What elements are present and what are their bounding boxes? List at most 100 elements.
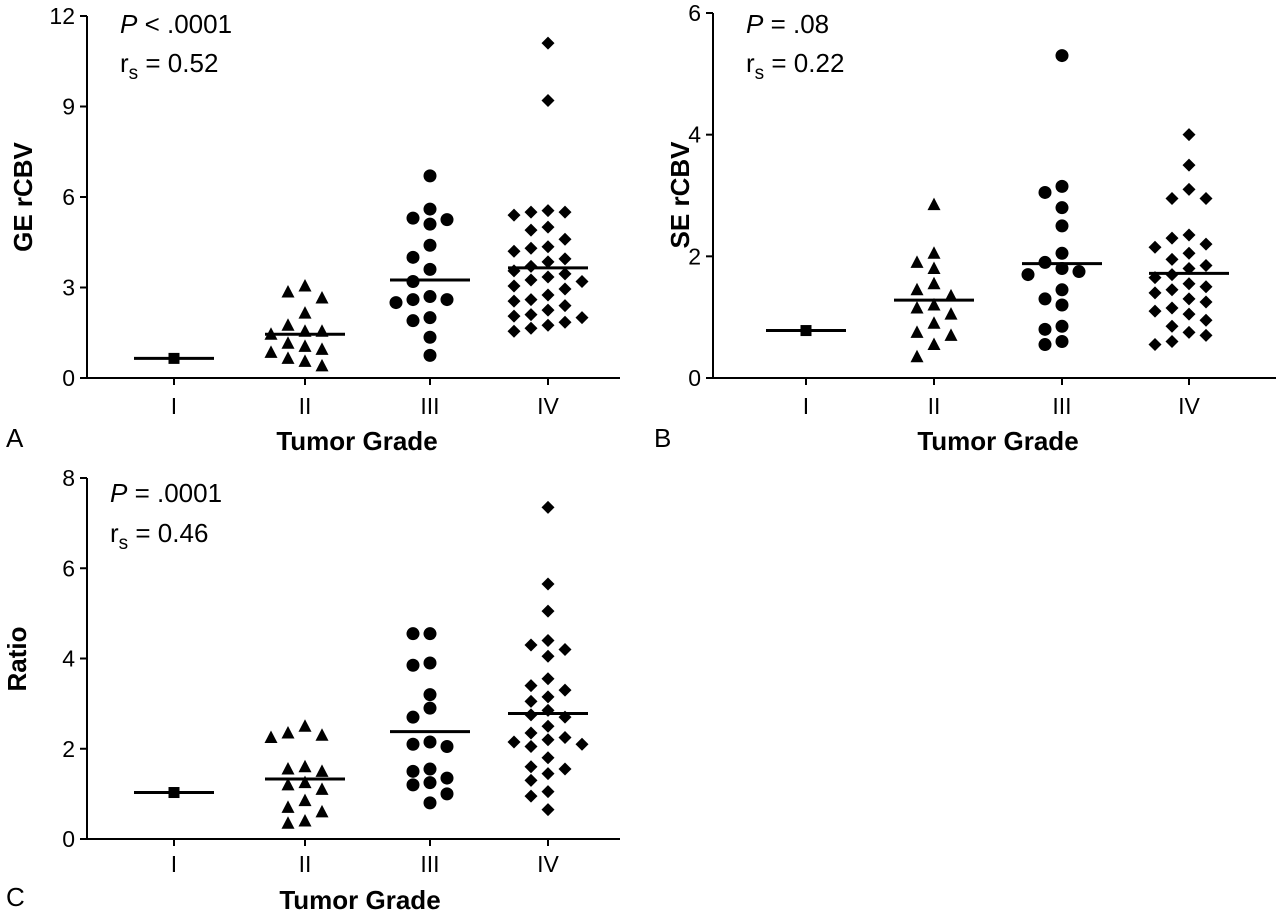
data-point (440, 787, 454, 801)
data-point (298, 306, 312, 319)
data-point (1182, 325, 1196, 339)
data-point (558, 282, 572, 296)
data-point (168, 352, 180, 364)
data-point (440, 213, 454, 227)
y-axis-title: SE rCBV (665, 141, 695, 249)
data-point (524, 726, 538, 740)
data-point (315, 728, 329, 741)
data-point (423, 217, 437, 231)
data-point (1182, 228, 1196, 242)
panel-letter: C (6, 882, 25, 911)
panel-letter: B (654, 423, 671, 453)
data-point (1055, 319, 1069, 333)
data-point (1199, 295, 1213, 309)
y-tick-label: 6 (62, 184, 75, 210)
x-tick-label: II (299, 393, 312, 419)
y-tick-label: 0 (62, 365, 75, 391)
data-point (1199, 280, 1213, 294)
data-point (423, 169, 437, 183)
data-point (1182, 307, 1196, 321)
data-point (1182, 246, 1196, 260)
x-tick-label: III (1052, 393, 1071, 419)
y-tick-label: 3 (62, 275, 75, 301)
y-tick-label: 8 (62, 465, 75, 491)
data-point (541, 255, 555, 269)
data-point (298, 324, 312, 337)
data-point (281, 285, 295, 298)
data-point (524, 259, 538, 273)
data-point (541, 604, 555, 618)
data-point (541, 220, 555, 234)
data-point (298, 278, 312, 292)
data-point (1182, 277, 1196, 291)
data-point (298, 719, 312, 732)
data-point (541, 672, 555, 686)
data-point (1055, 219, 1069, 233)
data-point (1165, 319, 1179, 333)
data-point (1055, 201, 1069, 215)
y-tick-label: 6 (688, 0, 701, 26)
series-grade-i (766, 325, 846, 337)
data-point (298, 354, 312, 367)
data-point (927, 197, 941, 211)
data-point (1199, 328, 1213, 342)
data-point (575, 311, 589, 325)
data-point (541, 751, 555, 765)
data-point (524, 321, 538, 335)
data-point (541, 767, 555, 781)
data-point (389, 296, 403, 310)
data-point (423, 688, 437, 702)
data-point (440, 771, 454, 785)
data-point (406, 627, 420, 641)
data-point (541, 733, 555, 747)
data-point (423, 348, 437, 362)
data-point (524, 308, 538, 322)
data-point (507, 324, 521, 338)
data-point (944, 307, 958, 320)
data-point (541, 785, 555, 799)
data-point (1038, 322, 1052, 336)
data-point (541, 690, 555, 704)
data-point (1072, 265, 1086, 279)
data-point (1199, 237, 1213, 251)
data-point (524, 638, 538, 652)
data-point (558, 267, 572, 281)
data-point (298, 775, 312, 789)
data-point (541, 93, 555, 107)
data-point (1165, 192, 1179, 206)
data-point (423, 202, 437, 216)
data-point (507, 735, 521, 749)
y-tick-label: 0 (688, 365, 701, 391)
data-point (558, 252, 572, 266)
data-point (281, 816, 295, 829)
data-point (558, 205, 572, 219)
data-point (423, 762, 437, 776)
data-point (927, 298, 941, 311)
data-point (524, 739, 538, 753)
x-tick-label: I (171, 393, 177, 419)
data-point (558, 299, 572, 313)
data-point (406, 274, 420, 288)
data-point (281, 777, 295, 791)
data-point (298, 759, 312, 773)
data-point (406, 250, 420, 264)
data-point (927, 316, 941, 329)
x-tick-label: III (420, 393, 439, 419)
data-point (1148, 240, 1162, 254)
data-point (1038, 185, 1052, 199)
data-point (315, 342, 329, 355)
data-point (1148, 338, 1162, 352)
data-point (507, 309, 521, 323)
x-axis-title: Tumor Grade (279, 885, 440, 911)
data-point (1165, 283, 1179, 297)
data-point (541, 36, 555, 50)
data-point (1055, 298, 1069, 312)
data-point (558, 315, 572, 329)
data-point (541, 803, 555, 817)
data-point (440, 293, 454, 307)
data-point (423, 238, 437, 252)
y-tick-label: 6 (62, 555, 75, 581)
